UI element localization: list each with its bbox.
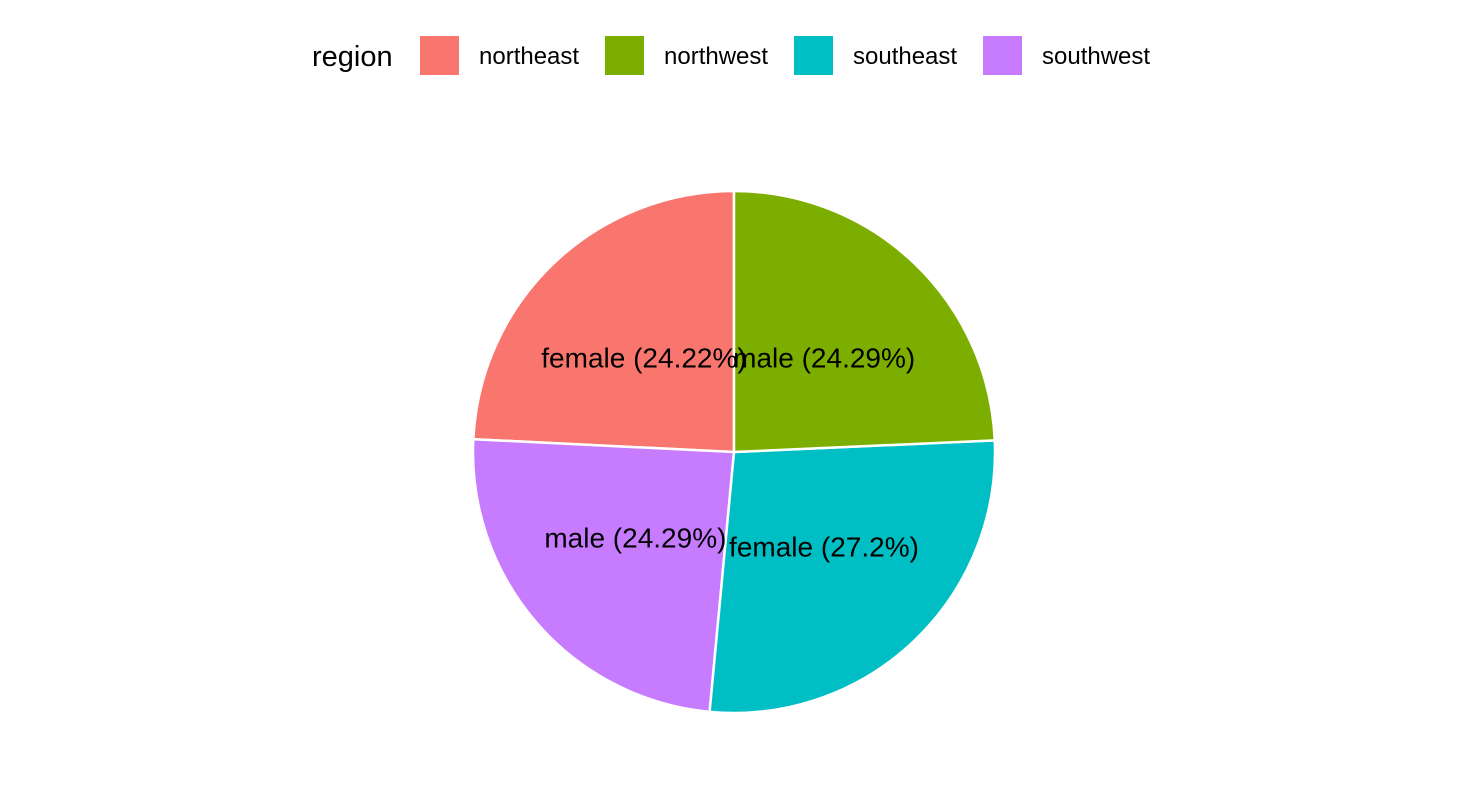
pie-slice-label-northwest: male (24.29%) — [733, 343, 915, 374]
legend: region northeast northwest southeast southw… — [312, 36, 1150, 75]
pie-slice-label-northeast: female (24.22%) — [541, 342, 746, 373]
legend-label-northwest: northwest — [664, 43, 768, 70]
legend-label-northeast: northeast — [479, 43, 579, 70]
pie-slices — [471, 189, 997, 715]
legend-title: region — [312, 41, 393, 73]
pie-slice-labels: female (24.22%)male (24.29%) female (27.2… — [541, 342, 919, 562]
pie-slice-southeast — [708, 439, 997, 715]
legend-label-southeast: southeast — [853, 43, 957, 70]
legend-key-northwest — [605, 36, 644, 75]
legend-label-southwest: southwest — [1042, 43, 1150, 70]
pie-slice-northeast — [472, 189, 736, 454]
legend-entries: northeast northwest southeast southwest — [420, 36, 1150, 75]
pie-slice-label-southeast: female (27.2%) — [729, 532, 919, 563]
legend-key-southwest — [983, 36, 1022, 75]
pie-slice-southwest — [471, 437, 736, 714]
pie-slice-northwest — [732, 189, 996, 454]
legend-key-southeast — [794, 36, 833, 75]
pie-slice-label-southwest: male (24.29%) — [544, 522, 726, 553]
legend-key-northeast — [420, 36, 459, 75]
